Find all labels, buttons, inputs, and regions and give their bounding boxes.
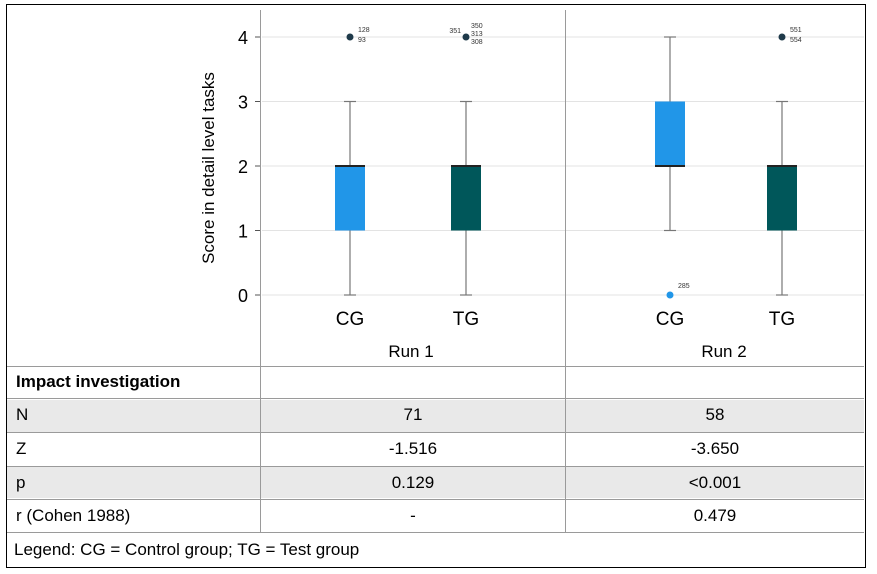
- table-row-label: p: [16, 473, 26, 492]
- table-row-label: r (Cohen 1988): [16, 505, 131, 525]
- figure-frame: [6, 4, 866, 568]
- outlier-point: [666, 291, 674, 299]
- table-divider: [260, 10, 261, 532]
- table-divider: [7, 398, 864, 399]
- table-cell-run1: -: [410, 505, 416, 525]
- table-cell-run1: 71: [403, 405, 423, 424]
- table-cell-run2: 0.479: [693, 505, 737, 525]
- table-row-shade: [7, 466, 864, 498]
- y-tick-label: 4: [238, 28, 248, 48]
- outlier-label: 350: [471, 23, 483, 30]
- x-category-label: CG: [656, 309, 685, 330]
- table-cell-run2: 58: [705, 405, 725, 424]
- outlier-label: 351: [449, 28, 461, 35]
- outlier-label: 551: [790, 27, 802, 34]
- table-cell-run1: -1.516: [388, 439, 438, 458]
- x-category-label: TG: [769, 309, 795, 330]
- table-divider: [7, 432, 864, 433]
- box-tg: [451, 166, 481, 231]
- outlier-point: [346, 33, 354, 41]
- table-cell-run2: <0.001: [688, 473, 742, 492]
- panel-label: Run 1: [388, 342, 433, 361]
- outlier-point: [778, 33, 786, 41]
- y-tick-label: 2: [238, 157, 248, 177]
- outlier-label: 308: [471, 39, 483, 46]
- table-header: Impact investigation: [16, 372, 181, 391]
- x-category-label: TG: [453, 309, 479, 330]
- table-divider: [565, 10, 566, 532]
- table-row-label: N: [16, 405, 29, 424]
- y-axis-title: Score in detail level tasks: [199, 72, 218, 264]
- table-row-label: Z: [16, 439, 27, 458]
- box-cg: [655, 101, 685, 166]
- box-cg: [335, 166, 365, 231]
- legend-note: Legend: CG = Control group; TG = Test gr…: [14, 540, 360, 559]
- table-divider: [7, 466, 864, 467]
- table-cell-run2: -3.650: [690, 439, 740, 458]
- outlier-label: 93: [358, 37, 366, 44]
- outlier-label: 313: [471, 31, 483, 38]
- table-divider: [7, 499, 864, 500]
- table-divider: [7, 366, 864, 367]
- outlier-label: 285: [678, 283, 690, 290]
- outlier-label: 554: [790, 37, 802, 44]
- table-cell-run1: 0.129: [391, 473, 435, 492]
- outlier-point: [462, 33, 470, 41]
- y-tick-label: 0: [238, 286, 248, 306]
- y-tick-label: 3: [238, 93, 248, 113]
- box-tg: [767, 166, 797, 231]
- x-category-label: CG: [336, 309, 365, 330]
- panel-label: Run 2: [701, 342, 746, 361]
- table-divider: [7, 532, 864, 533]
- table-row-shade: [7, 400, 864, 432]
- y-tick-label: 1: [238, 222, 248, 242]
- outlier-label: 128: [358, 27, 370, 34]
